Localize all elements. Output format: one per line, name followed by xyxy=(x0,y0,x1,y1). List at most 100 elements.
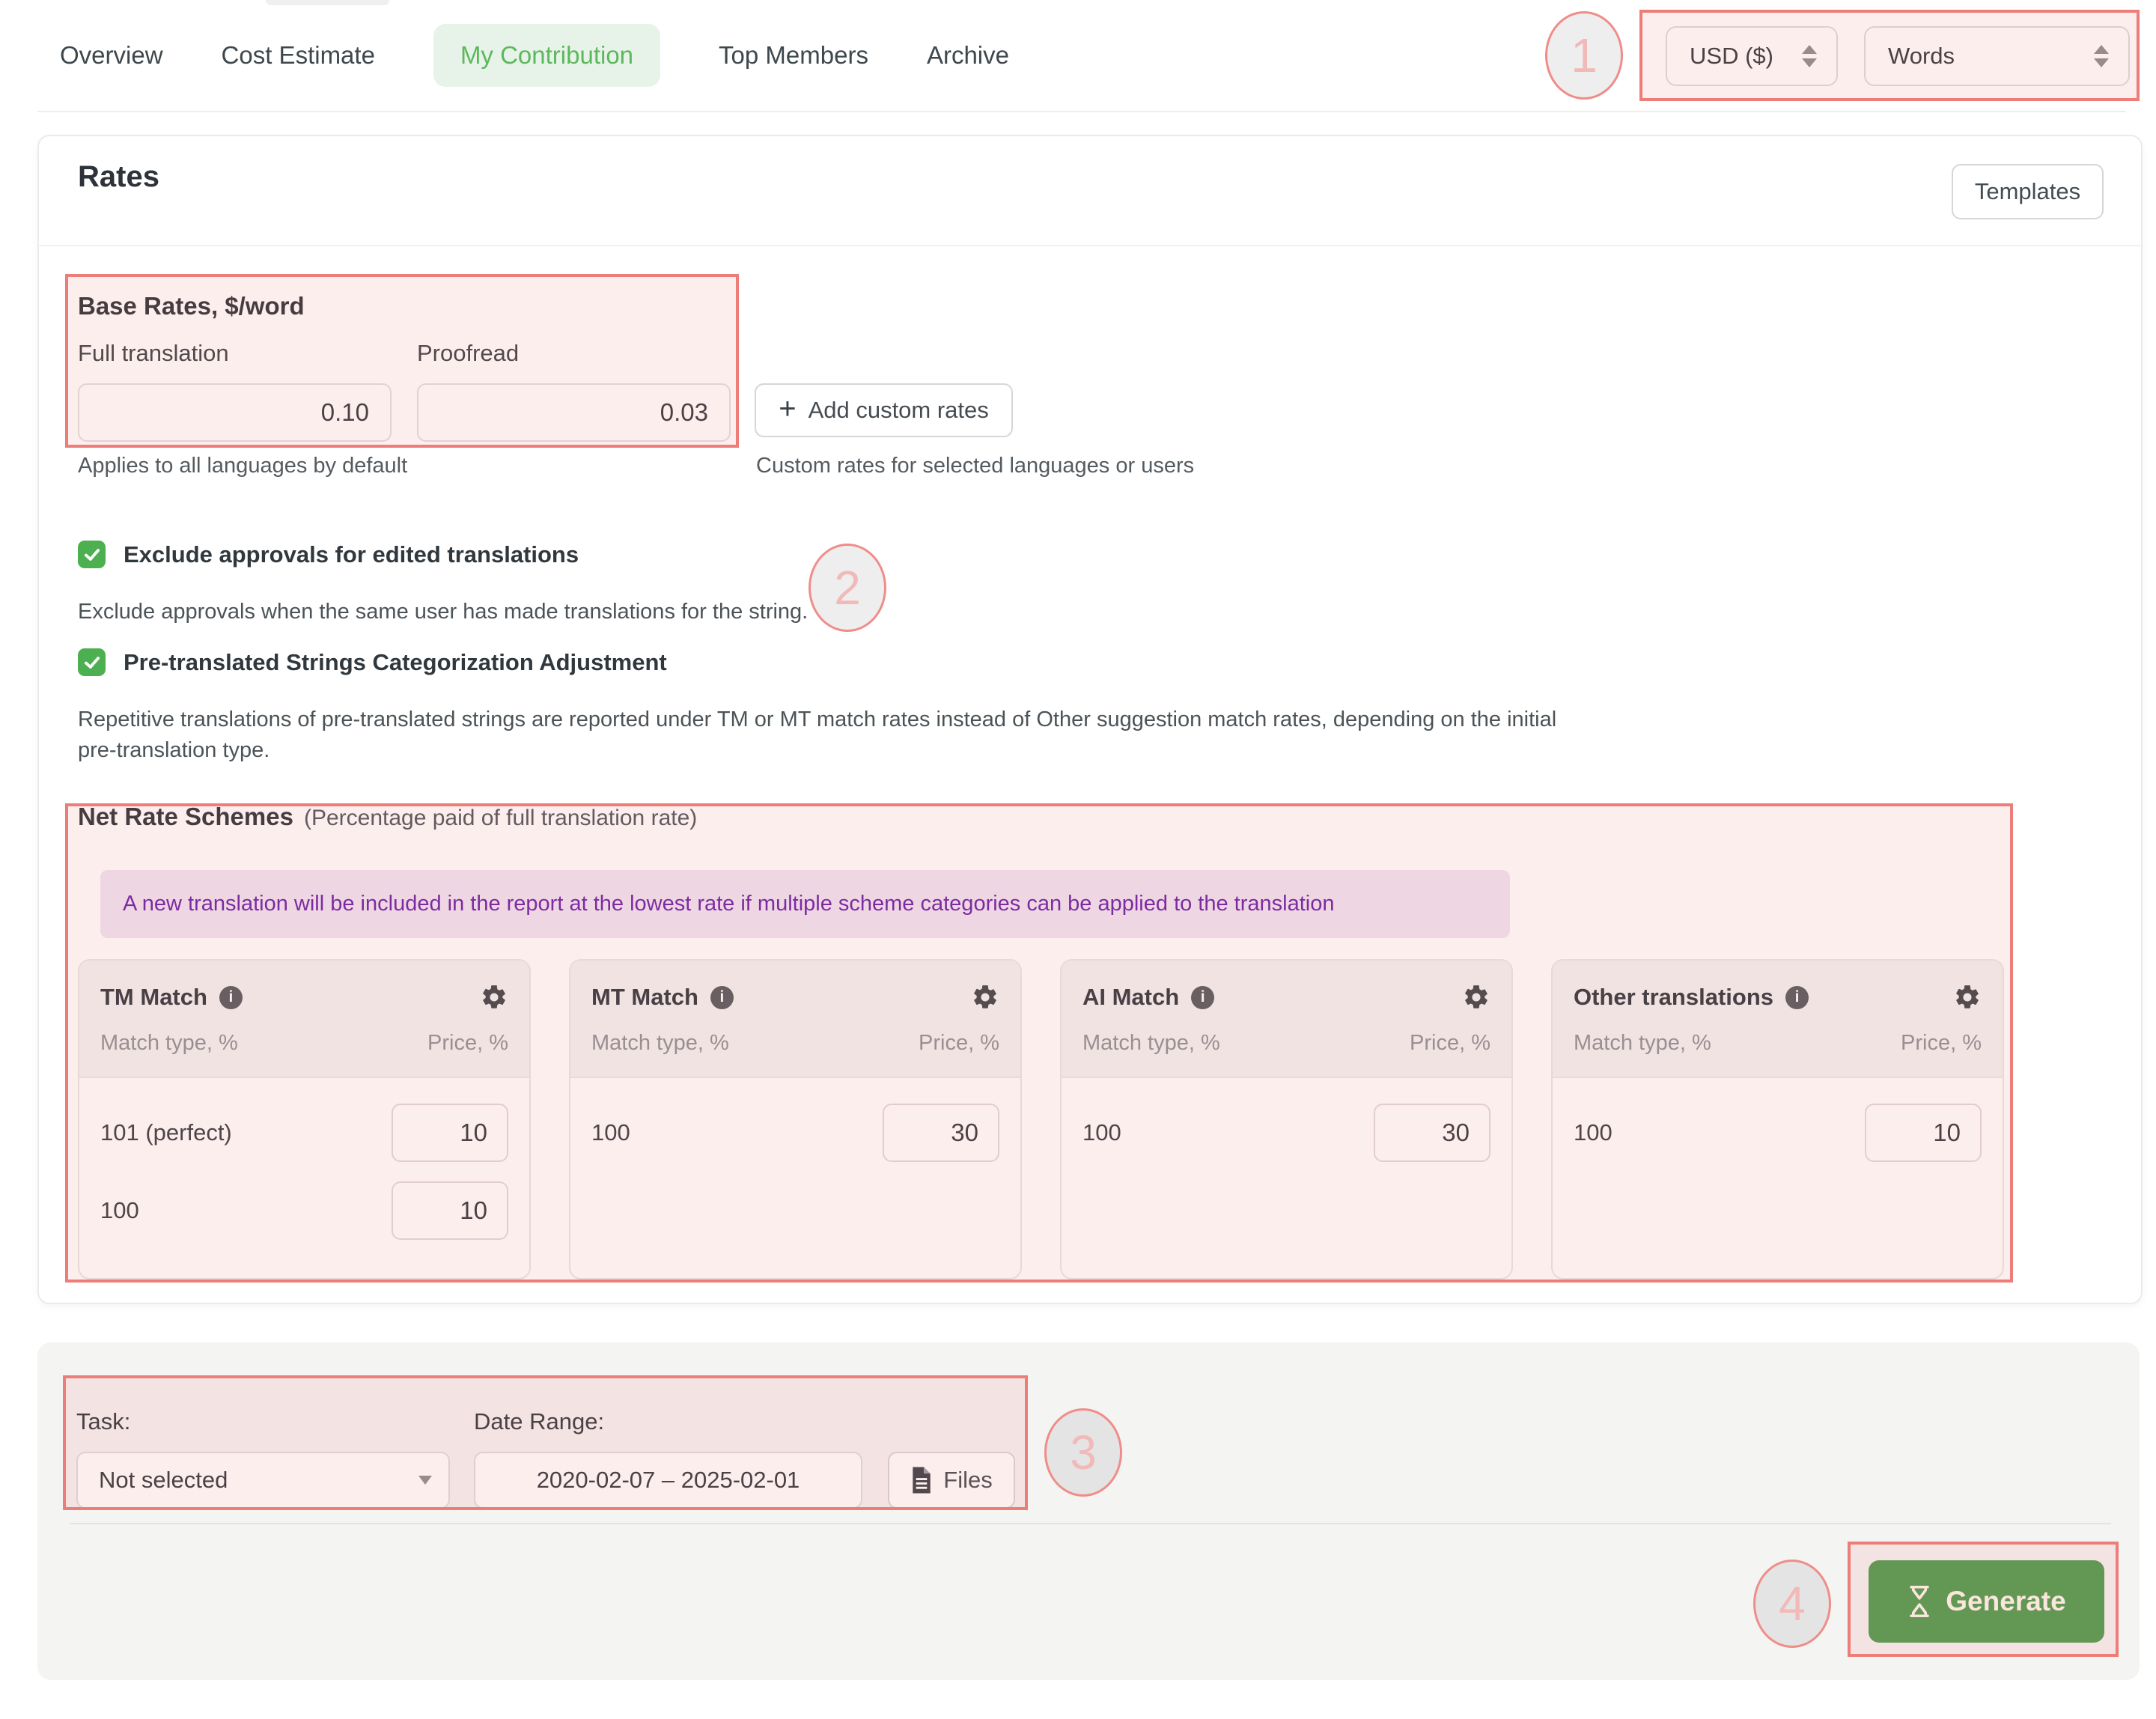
file-icon xyxy=(913,1467,931,1494)
units-select[interactable]: Words xyxy=(1864,26,2130,86)
card-rows: 101 (perfect) 10 100 10 xyxy=(79,1104,529,1240)
task-select-value: Not selected xyxy=(99,1467,228,1493)
caret-down-icon xyxy=(418,1476,432,1485)
add-custom-rates-label: Add custom rates xyxy=(808,397,989,423)
panel-divider xyxy=(70,1523,2111,1524)
base-rates-hint: Applies to all languages by default xyxy=(78,454,408,478)
rate-row: 100 10 xyxy=(79,1181,529,1240)
nav-divider xyxy=(37,111,2126,112)
match-type-value: 101 (perfect) xyxy=(100,1119,232,1146)
gear-icon[interactable] xyxy=(1953,983,1982,1011)
net-rate-schemes-subtitle: (Percentage paid of full translation rat… xyxy=(303,806,698,830)
rate-field-label: Proofread xyxy=(417,340,520,366)
card-header: Other translations Match type, % Price, % xyxy=(1553,961,2003,1078)
option-label: Pre-translated Strings Categorization Ad… xyxy=(124,648,667,675)
base-rate-field: Full translation 0.10 xyxy=(78,340,392,442)
info-icon[interactable] xyxy=(219,985,243,1009)
card-header: TM Match Match type, % Price, % xyxy=(79,961,529,1078)
currency-select[interactable]: USD ($) xyxy=(1666,26,1838,86)
card-title: AI Match xyxy=(1082,984,1180,1010)
files-button[interactable]: Files xyxy=(888,1452,1015,1509)
add-custom-rates-button[interactable]: + Add custom rates xyxy=(755,383,1013,437)
price-input[interactable]: 10 xyxy=(392,1104,508,1162)
price-column-header: Price, % xyxy=(427,1031,508,1055)
net-rate-schemes-title: Net Rate Schemes xyxy=(78,803,293,830)
tab-archive[interactable]: Archive xyxy=(926,41,1009,69)
lowest-rate-note: A new translation will be included in th… xyxy=(100,870,1510,938)
card-title: MT Match xyxy=(591,984,698,1010)
annotation-marker-1: 1 xyxy=(1545,11,1623,100)
rate-input[interactable]: 0.03 xyxy=(417,383,731,442)
price-input[interactable]: 10 xyxy=(1865,1104,1982,1162)
rates-card-title: Rates xyxy=(78,160,159,193)
tabs: Overview Cost Estimate My Contribution Top … xyxy=(60,19,1009,91)
hourglass-icon xyxy=(1910,1585,1930,1618)
generate-button-label: Generate xyxy=(1946,1586,2066,1616)
net-rate-scheme-cards: TM Match Match type, % Price, % 101 (perfec… xyxy=(78,959,2004,1280)
option-description: Exclude approvals when the same user has… xyxy=(78,600,808,624)
match-type-column-header: Match type, % xyxy=(1082,1031,1220,1055)
match-type-value: 100 xyxy=(591,1119,630,1146)
card-header: AI Match Match type, % Price, % xyxy=(1062,961,1511,1078)
date-range-label: Date Range: xyxy=(474,1408,605,1434)
base-rate-fields: Full translation 0.10 Proofread 0.03 xyxy=(78,340,731,442)
rate-row: 100 30 xyxy=(570,1104,1020,1162)
checkbox-checked-icon[interactable] xyxy=(78,648,106,677)
tab-top-members[interactable]: Top Members xyxy=(719,41,868,69)
base-rates-heading: Base Rates, $/word xyxy=(78,292,305,320)
generate-button[interactable]: Generate xyxy=(1869,1560,2104,1643)
gear-icon[interactable] xyxy=(480,983,508,1011)
price-input[interactable]: 30 xyxy=(883,1104,999,1162)
task-label: Task: xyxy=(76,1408,131,1434)
templates-button[interactable]: Templates xyxy=(1952,164,2104,219)
report-options: Exclude approvals for edited translation… xyxy=(78,541,1650,788)
match-type-column-header: Match type, % xyxy=(591,1031,729,1055)
tab-cost-estimate[interactable]: Cost Estimate xyxy=(221,41,375,69)
generate-panel: Task: Date Range: Not selected 2020-02-0… xyxy=(37,1342,2140,1680)
rate-row: 101 (perfect) 10 xyxy=(79,1104,529,1162)
option-description: Repetitive translations of pre-translate… xyxy=(78,708,1557,763)
rates-card: Rates Templates Base Rates, $/word Full … xyxy=(37,135,2143,1304)
card-title: Other translations xyxy=(1574,984,1773,1010)
net-rate-card-ai-match: AI Match Match type, % Price, % 100 30 xyxy=(1060,959,1513,1280)
price-column-header: Price, % xyxy=(1901,1031,1982,1055)
price-input[interactable]: 30 xyxy=(1374,1104,1490,1162)
price-input[interactable]: 10 xyxy=(392,1181,508,1240)
match-type-value: 100 xyxy=(1082,1119,1121,1146)
match-type-column-header: Match type, % xyxy=(1574,1031,1711,1055)
gear-icon[interactable] xyxy=(1462,983,1490,1011)
info-icon[interactable] xyxy=(1191,985,1215,1009)
custom-rates-hint: Custom rates for selected languages or u… xyxy=(756,454,1195,478)
info-icon[interactable] xyxy=(1785,985,1809,1009)
currency-select-value: USD ($) xyxy=(1690,43,1773,69)
card-rows: 100 10 xyxy=(1553,1104,2003,1162)
scrolled-element-edge xyxy=(266,0,389,5)
plus-icon: + xyxy=(779,392,797,425)
card-title: TM Match xyxy=(100,984,207,1010)
net-rate-schemes-heading: Net Rate Schemes (Percentage paid of ful… xyxy=(78,803,697,831)
card-header: MT Match Match type, % Price, % xyxy=(570,961,1020,1078)
rate-input[interactable]: 0.10 xyxy=(78,383,392,442)
rate-row: 100 30 xyxy=(1062,1104,1511,1162)
date-range-input[interactable]: 2020-02-07 – 2025-02-01 xyxy=(474,1452,862,1509)
price-column-header: Price, % xyxy=(919,1031,999,1055)
card-header-divider xyxy=(39,245,2141,246)
info-icon[interactable] xyxy=(710,985,734,1009)
card-rows: 100 30 xyxy=(1062,1104,1511,1162)
tab-my-contribution[interactable]: My Contribution xyxy=(433,24,661,87)
task-select[interactable]: Not selected xyxy=(76,1452,450,1509)
card-rows: 100 30 xyxy=(570,1104,1020,1162)
checkbox-checked-icon[interactable] xyxy=(78,541,106,568)
tab-overview[interactable]: Overview xyxy=(60,41,163,69)
base-rate-field: Proofread 0.03 xyxy=(417,340,731,442)
match-type-column-header: Match type, % xyxy=(100,1031,238,1055)
units-select-value: Words xyxy=(1888,43,1955,69)
report-option: Pre-translated Strings Categorization Ad… xyxy=(78,648,1650,766)
gear-icon[interactable] xyxy=(971,983,999,1011)
report-option: Exclude approvals for edited translation… xyxy=(78,541,1650,627)
option-label: Exclude approvals for edited translation… xyxy=(124,541,579,568)
match-type-value: 100 xyxy=(1574,1119,1613,1146)
net-rate-card-other-translations: Other translations Match type, % Price, % 1… xyxy=(1551,959,2004,1280)
select-arrows-icon xyxy=(2094,45,2109,67)
